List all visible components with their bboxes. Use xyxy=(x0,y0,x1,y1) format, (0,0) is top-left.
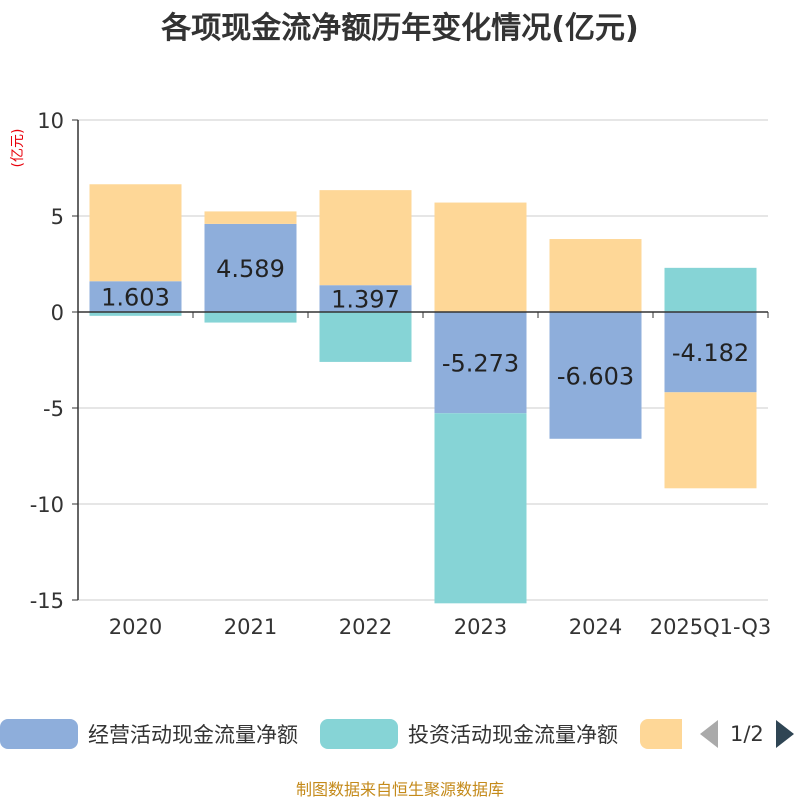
legend: 经营活动现金流量净额 投资活动现金流量净额 1/2 xyxy=(0,716,800,752)
data-label-2023: -5.273 xyxy=(442,350,519,378)
bar-series-1-2025Q1-Q3[interactable] xyxy=(664,267,757,312)
legend-next-icon[interactable] xyxy=(775,720,794,748)
legend-item-investing[interactable]: 投资活动现金流量净额 xyxy=(320,716,618,752)
legend-item-operating[interactable]: 经营活动现金流量净额 xyxy=(0,716,298,752)
legend-page-indicator: 1/2 xyxy=(730,722,764,746)
legend-swatch-operating xyxy=(0,719,78,749)
chart-title: 各项现金流净额历年变化情况(亿元) xyxy=(160,11,638,46)
axes: 10 5 0 -5 -10 -15 2020 2021 2022 2023 2024 2025Q1-Q… xyxy=(30,109,772,639)
bar-series-1-2020[interactable] xyxy=(89,312,182,316)
x-tick-label: 2025Q1-Q3 xyxy=(650,615,772,639)
x-tick-label: 2020 xyxy=(109,615,162,639)
bar-series-0-2021[interactable] xyxy=(204,223,297,312)
bar-series-0-2025Q1-Q3[interactable] xyxy=(664,312,757,393)
x-tick-label: 2024 xyxy=(569,615,622,639)
bar-series-2-2022[interactable] xyxy=(319,190,412,286)
x-tick-label: 2022 xyxy=(339,615,392,639)
y-tick-label: -15 xyxy=(30,589,64,613)
bars xyxy=(89,184,757,604)
data-label-2025Q1-Q3: -4.182 xyxy=(672,339,749,367)
legend-label-operating: 经营活动现金流量净额 xyxy=(88,723,298,747)
y-tick-label: -10 xyxy=(30,493,64,517)
bar-series-0-2024[interactable] xyxy=(549,312,642,439)
bar-series-2-2025Q1-Q3[interactable] xyxy=(664,392,757,489)
data-label-2021: 4.589 xyxy=(216,255,285,283)
data-label-2020: 1.603 xyxy=(101,284,170,312)
legend-pager: 1/2 xyxy=(700,716,794,752)
grid-lines xyxy=(78,119,768,601)
bar-series-1-2022[interactable] xyxy=(319,312,412,362)
y-tick-label: -5 xyxy=(43,397,64,421)
legend-swatch-financing xyxy=(640,719,682,749)
bar-series-1-2021[interactable] xyxy=(204,312,297,323)
bar-series-2-2021[interactable] xyxy=(204,211,297,224)
y-tick-label: 0 xyxy=(51,301,64,325)
bar-series-0-2020[interactable] xyxy=(89,281,182,312)
chart: 各项现金流净额历年变化情况(亿元) (亿元) 10 5 0 -5 -10 -15 2020 2… xyxy=(10,11,772,639)
x-tick-label: 2023 xyxy=(454,615,507,639)
legend-prev-icon[interactable] xyxy=(700,720,718,748)
bar-series-0-2022[interactable] xyxy=(319,285,412,312)
legend-label-investing: 投资活动现金流量净额 xyxy=(408,723,618,747)
legend-swatch-investing xyxy=(320,719,398,749)
x-tick-label: 2021 xyxy=(224,615,277,639)
legend-item-financing[interactable] xyxy=(640,716,682,752)
bar-series-2-2020[interactable] xyxy=(89,184,182,282)
bar-series-2-2024[interactable] xyxy=(549,239,642,312)
data-labels: 1.603 4.589 1.397 -5.273 -6.603 -4.182 xyxy=(101,255,749,390)
y-axis-unit: (亿元) xyxy=(10,129,26,168)
bar-series-1-2023[interactable] xyxy=(434,413,527,604)
data-source: 制图数据来自恒生聚源数据库 xyxy=(295,780,504,799)
bar-series-0-2023[interactable] xyxy=(434,312,527,414)
data-label-2022: 1.397 xyxy=(331,286,400,314)
y-tick-label: 10 xyxy=(37,109,64,133)
y-tick-label: 5 xyxy=(51,205,64,229)
data-label-2024: -6.603 xyxy=(557,362,634,390)
bar-series-2-2023[interactable] xyxy=(434,202,527,312)
